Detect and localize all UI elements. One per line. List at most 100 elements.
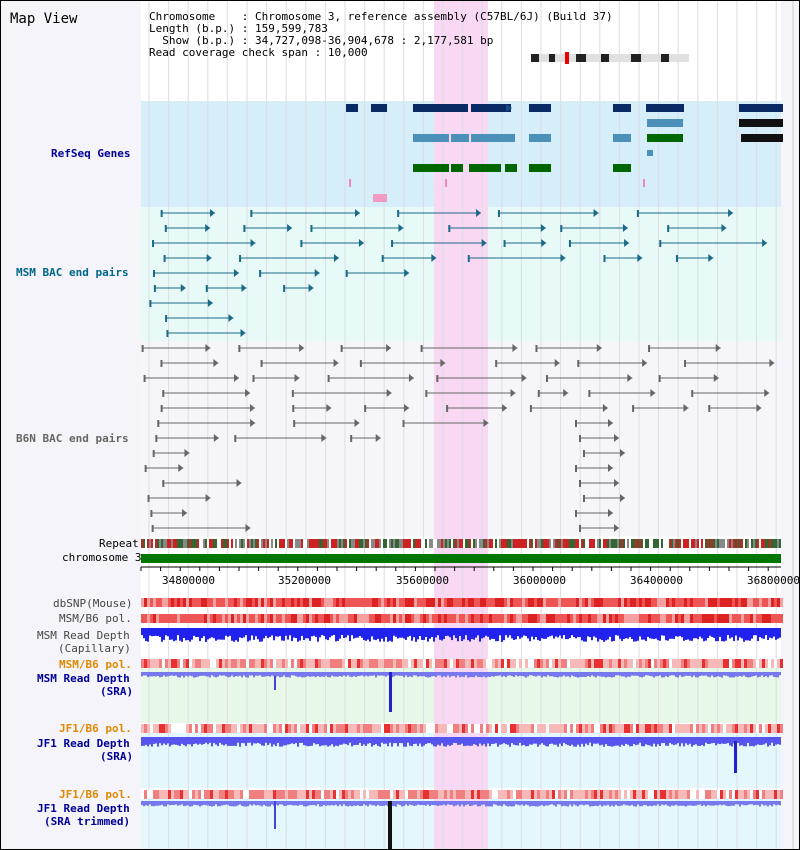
depth-bar (277, 737, 279, 744)
depth-bar (283, 737, 285, 746)
heat-cell (216, 790, 219, 799)
depth-bar (211, 672, 213, 676)
depth-bar (445, 737, 447, 747)
heat-cell (765, 614, 768, 623)
heat-cell (642, 724, 645, 733)
bac-end (252, 375, 255, 382)
heat-cell (174, 614, 177, 623)
depth-bar (615, 672, 617, 676)
track-label-jf1-b6-pol-2[interactable]: JF1/B6 pol. (59, 788, 132, 801)
bac-end (721, 224, 727, 232)
heat-cell (288, 659, 291, 668)
depth-bar (605, 628, 607, 641)
depth-bar (223, 672, 225, 676)
depth-bar (225, 672, 227, 677)
heat-cell (735, 598, 738, 607)
depth-bar (225, 801, 227, 805)
heat-cell (150, 790, 153, 799)
heat-cell (630, 724, 633, 733)
track-label-jf1-read-depth-trimmed[interactable]: JF1 Read Depth (37, 802, 130, 815)
depth-bar (307, 737, 309, 747)
depth-bar (421, 628, 423, 641)
heat-cell (777, 724, 780, 733)
track-label-msm-read-depth-sra[interactable]: MSM Read Depth (37, 672, 130, 685)
heat-cell (621, 790, 624, 799)
depth-bar (701, 737, 703, 746)
heat-cell (549, 659, 552, 668)
track-label-capillary: (Capillary) (58, 642, 131, 655)
track-label-jf1-read-depth-sra[interactable]: JF1 Read Depth (37, 737, 130, 750)
heat-cell (282, 598, 285, 607)
depth-bar (637, 737, 639, 745)
heat-cell (405, 659, 408, 668)
heat-cell (432, 790, 435, 799)
track-label-msm-b6-pol-2[interactable]: MSM/B6 pol. (59, 658, 132, 671)
heat-cell (510, 724, 513, 733)
repeat-bar (355, 539, 357, 548)
depth-bar (479, 737, 481, 744)
depth-bar (779, 672, 781, 676)
track-label-refseq-genes[interactable]: RefSeq Genes (51, 147, 131, 160)
repeat-bar (247, 539, 249, 548)
depth-bar (171, 737, 173, 745)
depth-bar (343, 801, 345, 805)
heat-cell (222, 790, 225, 799)
repeat-bar (403, 539, 405, 548)
depth-bar (421, 672, 423, 677)
depth-bar (269, 672, 271, 677)
heat-cell (327, 724, 330, 733)
heat-cell (186, 614, 189, 623)
heat-cell (570, 659, 573, 668)
depth-bar (565, 801, 567, 807)
depth-bar (469, 628, 471, 642)
repeat-bar (365, 539, 367, 548)
depth-bar (581, 737, 583, 744)
depth-bar (723, 672, 725, 676)
heat-cell (189, 724, 192, 733)
heat-cell (528, 614, 531, 623)
heat-cell (663, 790, 666, 799)
track-label-msm-bac-end-pairs[interactable]: MSM BAC end pairs (16, 266, 129, 279)
repeat-bar (147, 539, 149, 548)
repeat-bar (523, 539, 525, 548)
repeat-bar (469, 539, 471, 548)
depth-bar (641, 672, 643, 678)
repeat-bar (155, 539, 157, 548)
heat-cell (660, 598, 663, 607)
depth-bar (553, 628, 555, 639)
track-label-dbsnp[interactable]: dbSNP(Mouse) (53, 597, 133, 610)
track-label-b6n-bac-end-pairs[interactable]: B6N BAC end pairs (16, 432, 129, 445)
heat-cell (432, 614, 435, 623)
depth-bar (411, 737, 413, 747)
depth-bar (287, 737, 289, 745)
bac-end (648, 345, 651, 352)
track-label-msm-read-depth-cap[interactable]: MSM Read Depth (37, 629, 130, 642)
heat-cell (258, 724, 261, 733)
track-label-msm-b6-pol-1[interactable]: MSM/B6 pol. (59, 612, 132, 625)
heat-cell (300, 598, 303, 607)
heat-cell (702, 724, 705, 733)
depth-bar (635, 672, 637, 676)
heat-cell (684, 614, 687, 623)
depth-bar (761, 801, 763, 805)
depth-bar (297, 672, 299, 677)
depth-bar (375, 672, 377, 678)
heat-cell (522, 790, 525, 799)
heat-cell (234, 659, 237, 668)
heat-cell (738, 790, 741, 799)
depth-bar (165, 672, 167, 677)
track-label-jf1-b6-pol-1[interactable]: JF1/B6 pol. (59, 722, 132, 735)
bac-end (596, 344, 602, 352)
bac-end (364, 405, 367, 412)
gene (505, 164, 517, 172)
depth-bar (623, 737, 625, 746)
depth-bar (311, 801, 313, 806)
repeat-bar (621, 539, 623, 548)
depth-bar (197, 801, 199, 806)
depth-bar (653, 628, 655, 640)
depth-bar (337, 801, 339, 807)
depth-bar (253, 672, 255, 678)
depth-bar (487, 628, 489, 637)
depth-bar (617, 672, 619, 676)
